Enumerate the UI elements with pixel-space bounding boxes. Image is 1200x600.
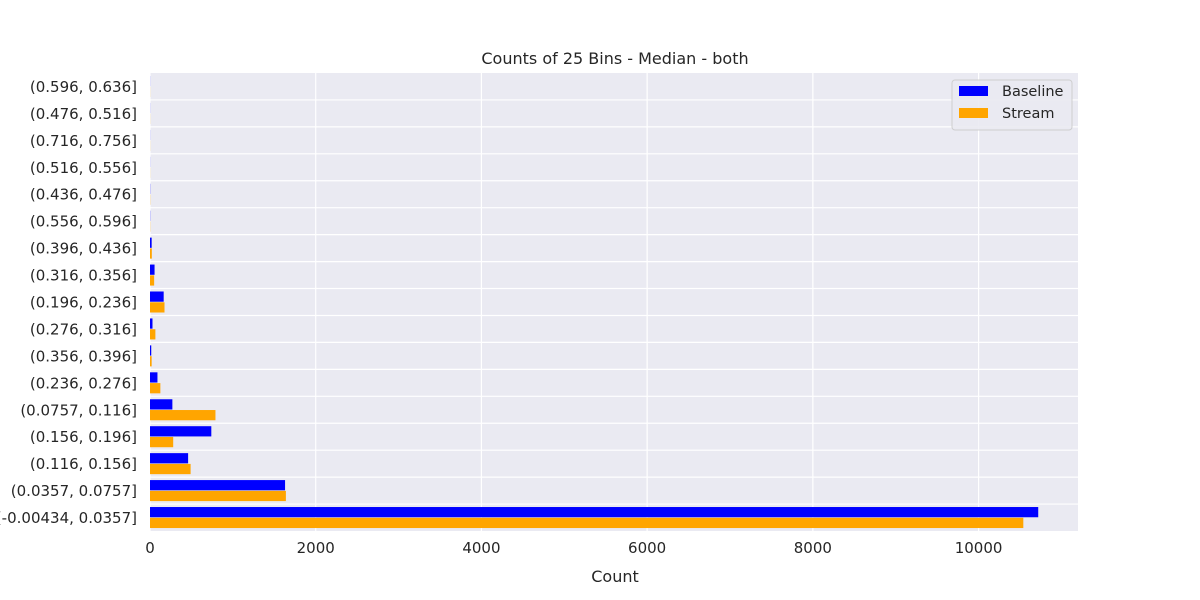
chart-title: Counts of 25 Bins - Median - both xyxy=(481,49,748,68)
y-tick-label: (0.396, 0.436] xyxy=(30,240,137,258)
y-tick-label: (0.276, 0.316] xyxy=(30,320,137,338)
bar-baseline-14 xyxy=(150,453,189,464)
bar-baseline-13 xyxy=(150,426,212,437)
bar-stream-15 xyxy=(150,490,286,502)
y-tick-label: (0.196, 0.236] xyxy=(30,294,137,312)
bar-stream-11 xyxy=(150,383,161,394)
bar-stream-6 xyxy=(150,248,152,259)
gridlines xyxy=(149,73,1078,531)
bar-baseline-11 xyxy=(150,372,158,383)
y-tick-label: (0.236, 0.276] xyxy=(30,374,137,392)
x-tick-label: 6000 xyxy=(628,539,666,557)
bar-stream-13 xyxy=(150,436,174,448)
x-tick-label: 8000 xyxy=(794,539,832,557)
y-tick-label: (0.0357, 0.0757] xyxy=(11,482,137,500)
x-tick-label: 10000 xyxy=(955,539,1003,557)
legend-label-stream: Stream xyxy=(1002,106,1054,122)
y-tick-label: (0.436, 0.476] xyxy=(30,186,137,204)
x-tick-labels: 0 2000 4000 6000 8000 10000 xyxy=(145,539,1002,557)
bars xyxy=(150,75,1039,529)
y-tick-label: (0.156, 0.196] xyxy=(30,428,137,446)
y-tick-label: (-0.00434, 0.0357] xyxy=(0,509,137,527)
y-tick-label: (0.476, 0.516] xyxy=(30,105,137,123)
bar-baseline-12 xyxy=(150,399,173,410)
plot-area xyxy=(150,73,1078,531)
y-tick-label: (0.356, 0.396] xyxy=(30,347,137,365)
legend-swatch-baseline xyxy=(959,86,988,96)
bar-stream-10 xyxy=(150,356,152,367)
y-tick-label: (0.116, 0.156] xyxy=(30,455,137,473)
bar-baseline-7 xyxy=(150,264,155,275)
legend-label-baseline: Baseline xyxy=(1002,84,1064,100)
legend-swatch-stream xyxy=(959,108,988,118)
bar-stream-12 xyxy=(150,410,216,421)
bar-stream-14 xyxy=(150,463,191,475)
x-axis-label: Count xyxy=(591,567,639,586)
x-tick-label: 2000 xyxy=(297,539,335,557)
bar-baseline-15 xyxy=(150,480,286,491)
bar-baseline-6 xyxy=(150,237,152,248)
y-tick-labels: (0.596, 0.636] (0.476, 0.516] (0.716, 0.75… xyxy=(0,78,137,527)
x-tick-label: 4000 xyxy=(462,539,500,557)
y-tick-label: (0.716, 0.756] xyxy=(30,132,137,150)
bar-baseline-8 xyxy=(150,291,164,302)
bar-baseline-16 xyxy=(150,507,1039,518)
bar-stream-7 xyxy=(150,275,155,286)
y-tick-label: (0.596, 0.636] xyxy=(30,78,137,96)
x-tick-label: 0 xyxy=(145,539,155,557)
bar-baseline-9 xyxy=(150,318,153,329)
bar-stream-16 xyxy=(150,517,1024,529)
y-tick-label: (0.0757, 0.116] xyxy=(20,401,137,419)
bar-stream-9 xyxy=(150,329,156,340)
y-tick-label: (0.316, 0.356] xyxy=(30,267,137,285)
y-tick-label: (0.516, 0.556] xyxy=(30,159,137,177)
bar-stream-8 xyxy=(150,302,165,313)
bar-baseline-10 xyxy=(150,345,152,356)
legend: Baseline Stream xyxy=(951,79,1073,131)
y-tick-label: (0.556, 0.596] xyxy=(30,213,137,231)
